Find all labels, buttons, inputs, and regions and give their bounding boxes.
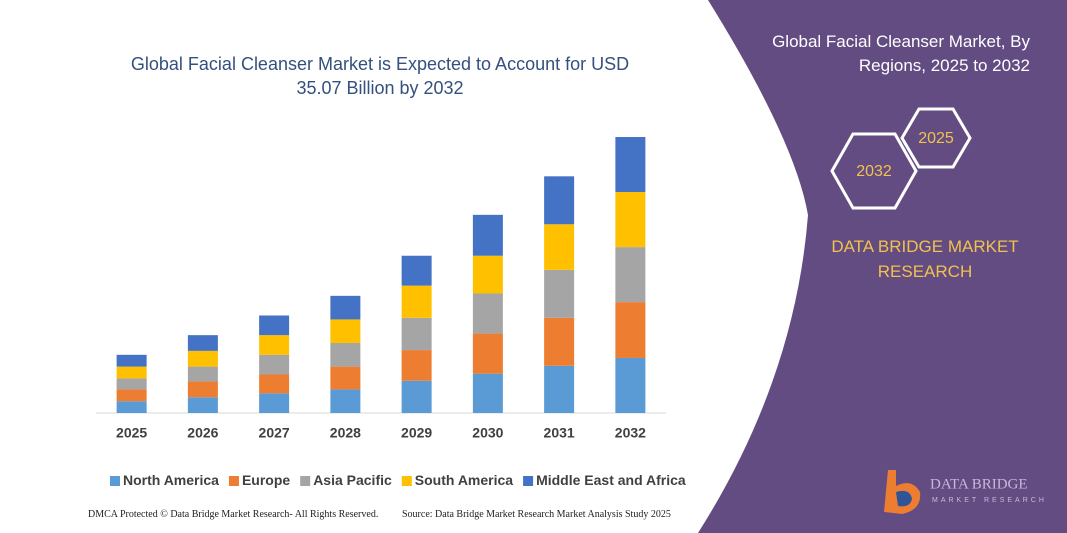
brand: DATA BRIDGE MARKET RESEARCH [831,237,1019,281]
legend-label: Europe [242,472,290,488]
bar-segment [116,354,147,367]
bar-segment [615,137,646,193]
footer-right: Source: Data Bridge Market Research Mark… [402,509,671,520]
x-tick-label: 2029 [401,425,432,441]
bar-segment [259,354,290,375]
bar-segment [116,378,147,390]
bar-segment [259,374,290,394]
logo-tagline: MARKET RESEARCH [932,497,1047,504]
bar-segment [472,214,503,256]
x-tick-label: 2026 [187,425,218,441]
legend-swatch [401,476,412,486]
logo: DATA BRIDGE MARKET RESEARCH [884,470,1047,514]
logo-mark [896,490,912,507]
hexagon-label: 2032 [856,163,892,180]
panel-title: Global Facial Cleanser Market, By Region… [772,32,1030,75]
bar-segment [259,315,290,336]
x-tick-label: 2031 [544,425,575,441]
bar-segment [401,317,432,351]
bar-segment [187,350,218,367]
bar-segment [544,176,575,225]
footer-left: DMCA Protected © Data Bridge Market Rese… [88,509,379,520]
bar-segment [401,380,432,413]
bar-segment [259,393,290,413]
bar-segment [330,389,361,413]
legend-swatch [300,476,311,486]
legend-label: Middle East and Africa [536,472,686,488]
bar-segment [187,366,218,382]
bar-segment [330,343,361,367]
hexagon [900,107,972,169]
bar-segment [544,224,575,270]
x-tick-label: 2025 [116,425,147,441]
bar-segment [615,192,646,248]
x-tick-label: 2030 [472,425,503,441]
bar-segment [472,333,503,374]
hexagon-label: 2025 [918,130,954,147]
bar-segment [401,350,432,381]
bar-segment [544,269,575,318]
bar-segment [330,366,361,390]
legend-swatch [228,476,239,486]
bar-segment [187,381,218,398]
legend-label: South America [415,472,513,488]
bar-segment [472,373,503,413]
hexagon [830,132,918,210]
x-tick-label: 2032 [615,425,646,441]
bar-segment [187,335,218,351]
legend-swatch [523,476,534,486]
bar-segment [401,285,432,318]
bar-segment [116,389,147,402]
legend-label: Asia Pacific [313,472,392,488]
legend-swatch [110,476,120,486]
bar-segment [330,295,361,320]
bar-segment [544,317,575,366]
x-tick-label: 2028 [330,425,361,441]
bar-segment [401,255,432,286]
bar-segment [472,293,503,334]
bar-segment [615,357,646,413]
bar-segment [330,319,361,344]
bar-segment [116,401,147,413]
bar-segment [116,366,147,379]
bar-segment [615,247,646,303]
x-tick-label: 2027 [259,425,290,441]
bar-segment [259,335,290,355]
bar-segment [187,397,218,413]
bar-segment [615,302,646,358]
bar-segment [472,255,503,294]
logo-name: DATA BRIDGE [930,476,1028,492]
bar-segment [544,365,575,413]
chart-title: Global Facial Cleanser Market is Expecte… [130,54,630,98]
side-panel [698,0,1067,533]
legend-label: North America [123,472,219,488]
